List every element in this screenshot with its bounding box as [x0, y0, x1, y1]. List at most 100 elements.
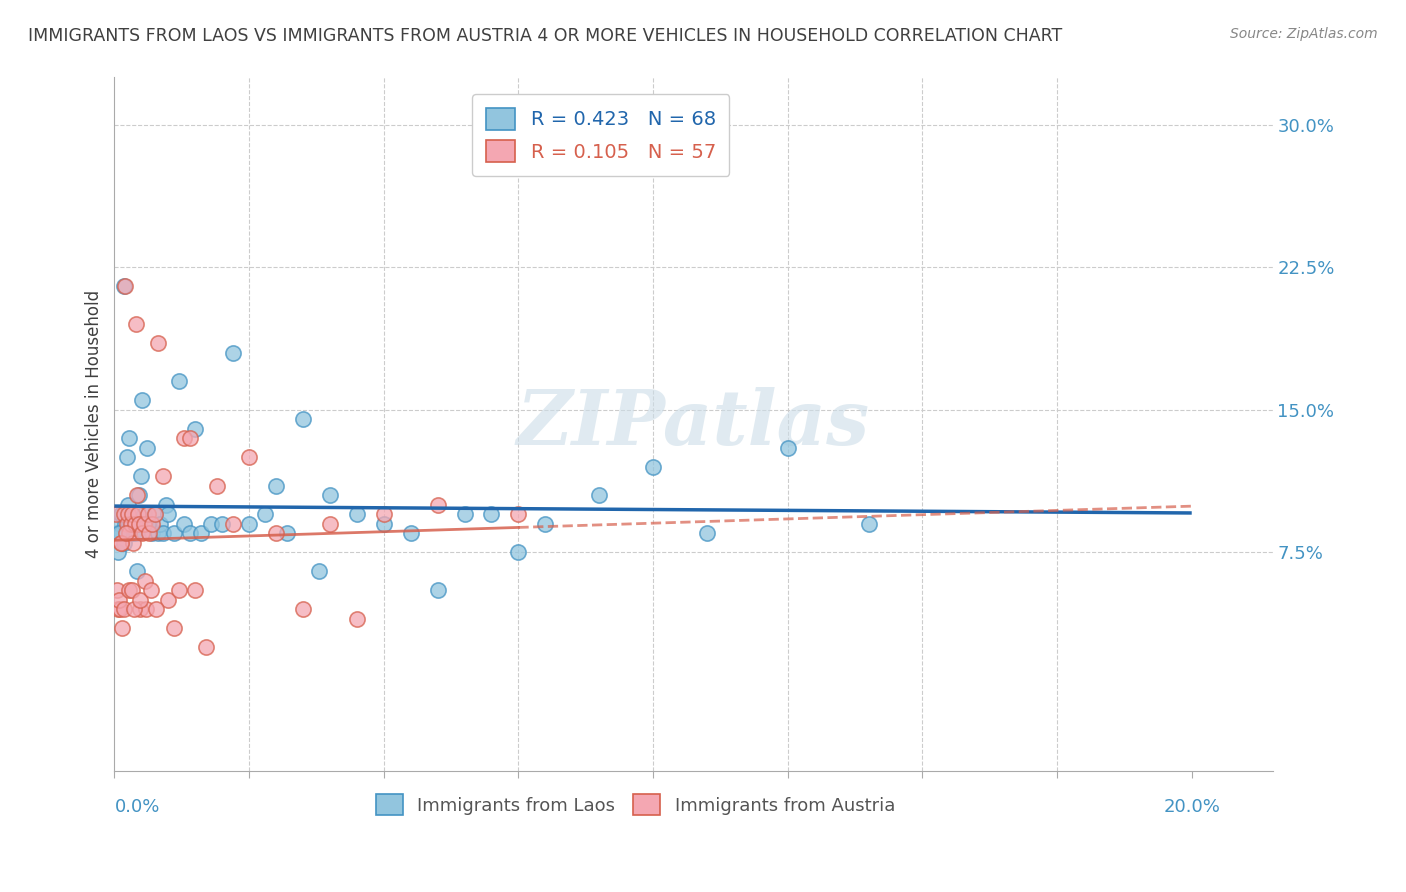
Point	[776, 441, 799, 455]
Point	[122, 535, 145, 549]
Point	[195, 640, 218, 655]
Y-axis label: 4 or more Vehicles in Household: 4 or more Vehicles in Household	[86, 290, 103, 558]
Point	[108, 602, 131, 616]
Point	[120, 516, 142, 531]
Point	[118, 583, 141, 598]
Point	[121, 508, 143, 522]
Point	[308, 564, 330, 578]
Point	[111, 508, 134, 522]
Point	[111, 621, 134, 635]
Point	[453, 508, 475, 522]
Point	[114, 516, 136, 531]
Point	[426, 498, 449, 512]
Point	[112, 535, 135, 549]
Point	[132, 508, 155, 522]
Point	[155, 498, 177, 512]
Point	[152, 526, 174, 541]
Text: Source: ZipAtlas.com: Source: ZipAtlas.com	[1230, 27, 1378, 41]
Point	[107, 545, 129, 559]
Point	[117, 508, 139, 522]
Point	[138, 516, 160, 531]
Point	[264, 479, 287, 493]
Point	[105, 526, 128, 541]
Point	[184, 422, 207, 436]
Point	[184, 583, 207, 598]
Point	[319, 488, 342, 502]
Point	[132, 516, 155, 531]
Point	[124, 516, 146, 531]
Point	[238, 516, 260, 531]
Point	[114, 279, 136, 293]
Point	[264, 526, 287, 541]
Point	[139, 583, 162, 598]
Point	[145, 602, 167, 616]
Point	[131, 393, 153, 408]
Point	[858, 516, 880, 531]
Point	[131, 526, 153, 541]
Point	[163, 526, 186, 541]
Point	[346, 612, 368, 626]
Point	[508, 508, 530, 522]
Point	[128, 592, 150, 607]
Point	[157, 508, 180, 522]
Point	[112, 279, 135, 293]
Point	[167, 375, 190, 389]
Point	[291, 412, 314, 426]
Point	[276, 526, 298, 541]
Point	[399, 526, 422, 541]
Point	[125, 564, 148, 578]
Point	[118, 431, 141, 445]
Text: IMMIGRANTS FROM LAOS VS IMMIGRANTS FROM AUSTRIA 4 OR MORE VEHICLES IN HOUSEHOLD : IMMIGRANTS FROM LAOS VS IMMIGRANTS FROM …	[28, 27, 1063, 45]
Point	[129, 602, 152, 616]
Point	[115, 516, 138, 531]
Point	[129, 516, 152, 531]
Point	[149, 516, 172, 531]
Point	[319, 516, 342, 531]
Point	[179, 431, 201, 445]
Point	[373, 516, 395, 531]
Point	[190, 526, 212, 541]
Point	[124, 602, 146, 616]
Point	[107, 592, 129, 607]
Point	[146, 526, 169, 541]
Point	[128, 488, 150, 502]
Point	[127, 516, 149, 531]
Point	[588, 488, 610, 502]
Point	[136, 508, 159, 522]
Point	[121, 516, 143, 531]
Point	[696, 526, 718, 541]
Point	[118, 526, 141, 541]
Point	[141, 516, 163, 531]
Point	[105, 508, 128, 522]
Point	[107, 526, 129, 541]
Point	[211, 516, 233, 531]
Point	[534, 516, 557, 531]
Point	[136, 516, 159, 531]
Point	[373, 508, 395, 522]
Point	[124, 516, 146, 531]
Point	[115, 526, 138, 541]
Point	[131, 469, 153, 483]
Point	[179, 526, 201, 541]
Point	[143, 508, 166, 522]
Point	[254, 508, 277, 522]
Point	[143, 508, 166, 522]
Point	[152, 469, 174, 483]
Text: ZIPatlas: ZIPatlas	[517, 387, 870, 461]
Point	[105, 583, 128, 598]
Legend: Immigrants from Laos, Immigrants from Austria: Immigrants from Laos, Immigrants from Au…	[367, 785, 904, 824]
Text: 20.0%: 20.0%	[1163, 798, 1220, 816]
Point	[222, 346, 245, 360]
Point	[125, 318, 148, 332]
Point	[107, 602, 129, 616]
Point	[125, 526, 148, 541]
Point	[108, 516, 131, 531]
Point	[205, 479, 228, 493]
Point	[117, 498, 139, 512]
Point	[138, 526, 160, 541]
Point	[173, 516, 195, 531]
Point	[141, 526, 163, 541]
Point	[115, 526, 138, 541]
Point	[508, 545, 530, 559]
Point	[122, 526, 145, 541]
